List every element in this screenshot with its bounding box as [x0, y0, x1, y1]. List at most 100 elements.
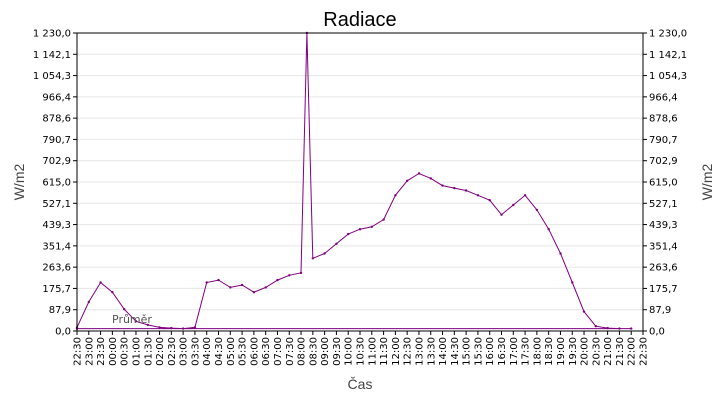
radiation-point	[323, 252, 326, 255]
x-tick-label: 04:00	[202, 337, 213, 366]
x-tick-label: 23:00	[84, 337, 95, 366]
y-tick-label-left: 878,6	[42, 114, 71, 125]
x-tick-label: 13:30	[426, 337, 437, 366]
x-tick-label: 03:30	[190, 337, 201, 366]
x-tick-label: 09:30	[332, 337, 343, 366]
x-tick-label: 20:00	[580, 337, 591, 366]
x-tick-label: 21:00	[603, 337, 614, 366]
radiation-point	[288, 274, 291, 277]
y-tick-label-left: 87,9	[49, 305, 71, 316]
radiation-point	[429, 177, 432, 180]
y-axis-left: 0,0 87,9 175,7 263,6 351,4 439,3 527,1 615,0 702…	[33, 29, 77, 338]
y-tick-label-left: 527,1	[42, 199, 71, 210]
radiation-point	[264, 286, 267, 289]
y-tick-label-left: 1 054,3	[33, 71, 71, 82]
y-axis-title-right: W/m2	[699, 164, 715, 201]
radiation-point	[146, 323, 149, 327]
legend-ghost-text: Průměr	[112, 313, 152, 326]
x-tick-label: 19:00	[556, 337, 567, 366]
y-tick-label-right: 878,6	[649, 114, 678, 125]
x-tick-label: 14:00	[438, 337, 449, 366]
radiation-point	[594, 325, 597, 328]
grid-lines	[77, 53, 643, 311]
radiation-point	[311, 257, 314, 260]
x-tick-label: 08:30	[308, 337, 319, 366]
radiation-point	[252, 291, 256, 294]
x-tick-label: 18:30	[544, 337, 555, 366]
radiation-point	[535, 208, 539, 212]
x-tick-label: 20:30	[591, 337, 602, 366]
x-tick-label: 05:30	[238, 337, 249, 366]
y-tick-label-right: 1 230,0	[649, 29, 687, 40]
x-tick-label: 07:00	[273, 337, 284, 366]
y-tick-label-right: 439,3	[649, 220, 678, 231]
radiation-point	[406, 179, 409, 182]
radiation-point	[523, 194, 527, 197]
x-tick-label: 19:30	[568, 337, 579, 366]
x-tick-label: 12:30	[403, 337, 414, 366]
radiation-point	[335, 242, 338, 245]
radiation-point	[464, 189, 468, 192]
radiation-point	[547, 228, 550, 231]
radiation-point	[123, 308, 126, 311]
x-tick-label: 04:30	[214, 337, 225, 366]
y-tick-label-right: 0,0	[649, 327, 665, 338]
chart-title: Radiace	[323, 9, 396, 31]
series-layer	[75, 31, 633, 330]
x-tick-label: 05:00	[226, 337, 237, 366]
x-tick-label: 02:30	[167, 337, 178, 366]
x-tick-label: 11:00	[367, 337, 378, 366]
y-tick-label-left: 966,4	[42, 92, 71, 103]
x-tick-label: 16:30	[497, 337, 508, 366]
radiation-point	[417, 172, 421, 175]
y-tick-label-right: 87,9	[649, 305, 671, 316]
x-tick-label: 16:00	[485, 337, 496, 366]
y-tick-label-left: 0,0	[55, 327, 71, 338]
radiation-point	[559, 252, 562, 255]
radiation-point	[512, 203, 515, 207]
x-tick-label: 01:30	[143, 337, 154, 366]
x-tick-label: 01:00	[131, 337, 142, 366]
x-tick-label: 12:00	[391, 337, 402, 366]
radiation-point	[382, 218, 385, 221]
x-tick-label: 00:00	[108, 337, 119, 366]
y-tick-label-left: 439,3	[42, 220, 71, 231]
radiation-point	[441, 184, 444, 187]
x-tick-label: 18:00	[532, 337, 543, 366]
x-tick-label: 22:00	[627, 337, 638, 366]
y-tick-label-right: 351,4	[649, 241, 678, 252]
y-axis-title-left: W/m2	[11, 164, 27, 201]
radiation-point	[606, 326, 609, 330]
radiation-point	[111, 291, 114, 294]
radiation-point	[240, 283, 244, 287]
x-tick-label: 13:00	[414, 337, 425, 366]
radiation-series-line	[76, 32, 632, 330]
radiation-point	[582, 310, 586, 313]
radiation-point	[571, 281, 574, 284]
radiation-point	[299, 271, 303, 275]
y-tick-label-left: 351,4	[42, 241, 71, 252]
x-tick-label: 10:30	[356, 337, 367, 366]
radiation-point	[170, 326, 173, 330]
y-tick-label-left: 175,7	[42, 284, 71, 295]
y-tick-label-left: 790,7	[42, 135, 71, 146]
x-tick-label: 17:00	[509, 337, 520, 366]
x-tick-label: 08:00	[297, 337, 308, 366]
x-tick-label: 14:30	[450, 337, 461, 366]
radiation-point	[181, 327, 185, 330]
radiation-point	[347, 232, 350, 236]
y-tick-label-left: 1 230,0	[33, 29, 71, 40]
y-tick-label-right: 263,6	[649, 263, 678, 274]
radiation-point	[158, 326, 161, 329]
y-tick-label-left: 1 142,1	[33, 50, 71, 61]
y-tick-label-right: 615,0	[649, 178, 678, 189]
radiation-point	[87, 300, 91, 304]
x-tick-label: 23:30	[96, 337, 107, 366]
radiation-point	[488, 199, 491, 202]
x-axis-title: Čas	[348, 376, 373, 392]
x-tick-label: 11:30	[379, 337, 390, 366]
plot-frame	[76, 32, 644, 332]
y-tick-label-right: 175,7	[649, 284, 678, 295]
x-tick-label: 07:30	[285, 337, 296, 366]
radiation-point	[630, 327, 633, 330]
